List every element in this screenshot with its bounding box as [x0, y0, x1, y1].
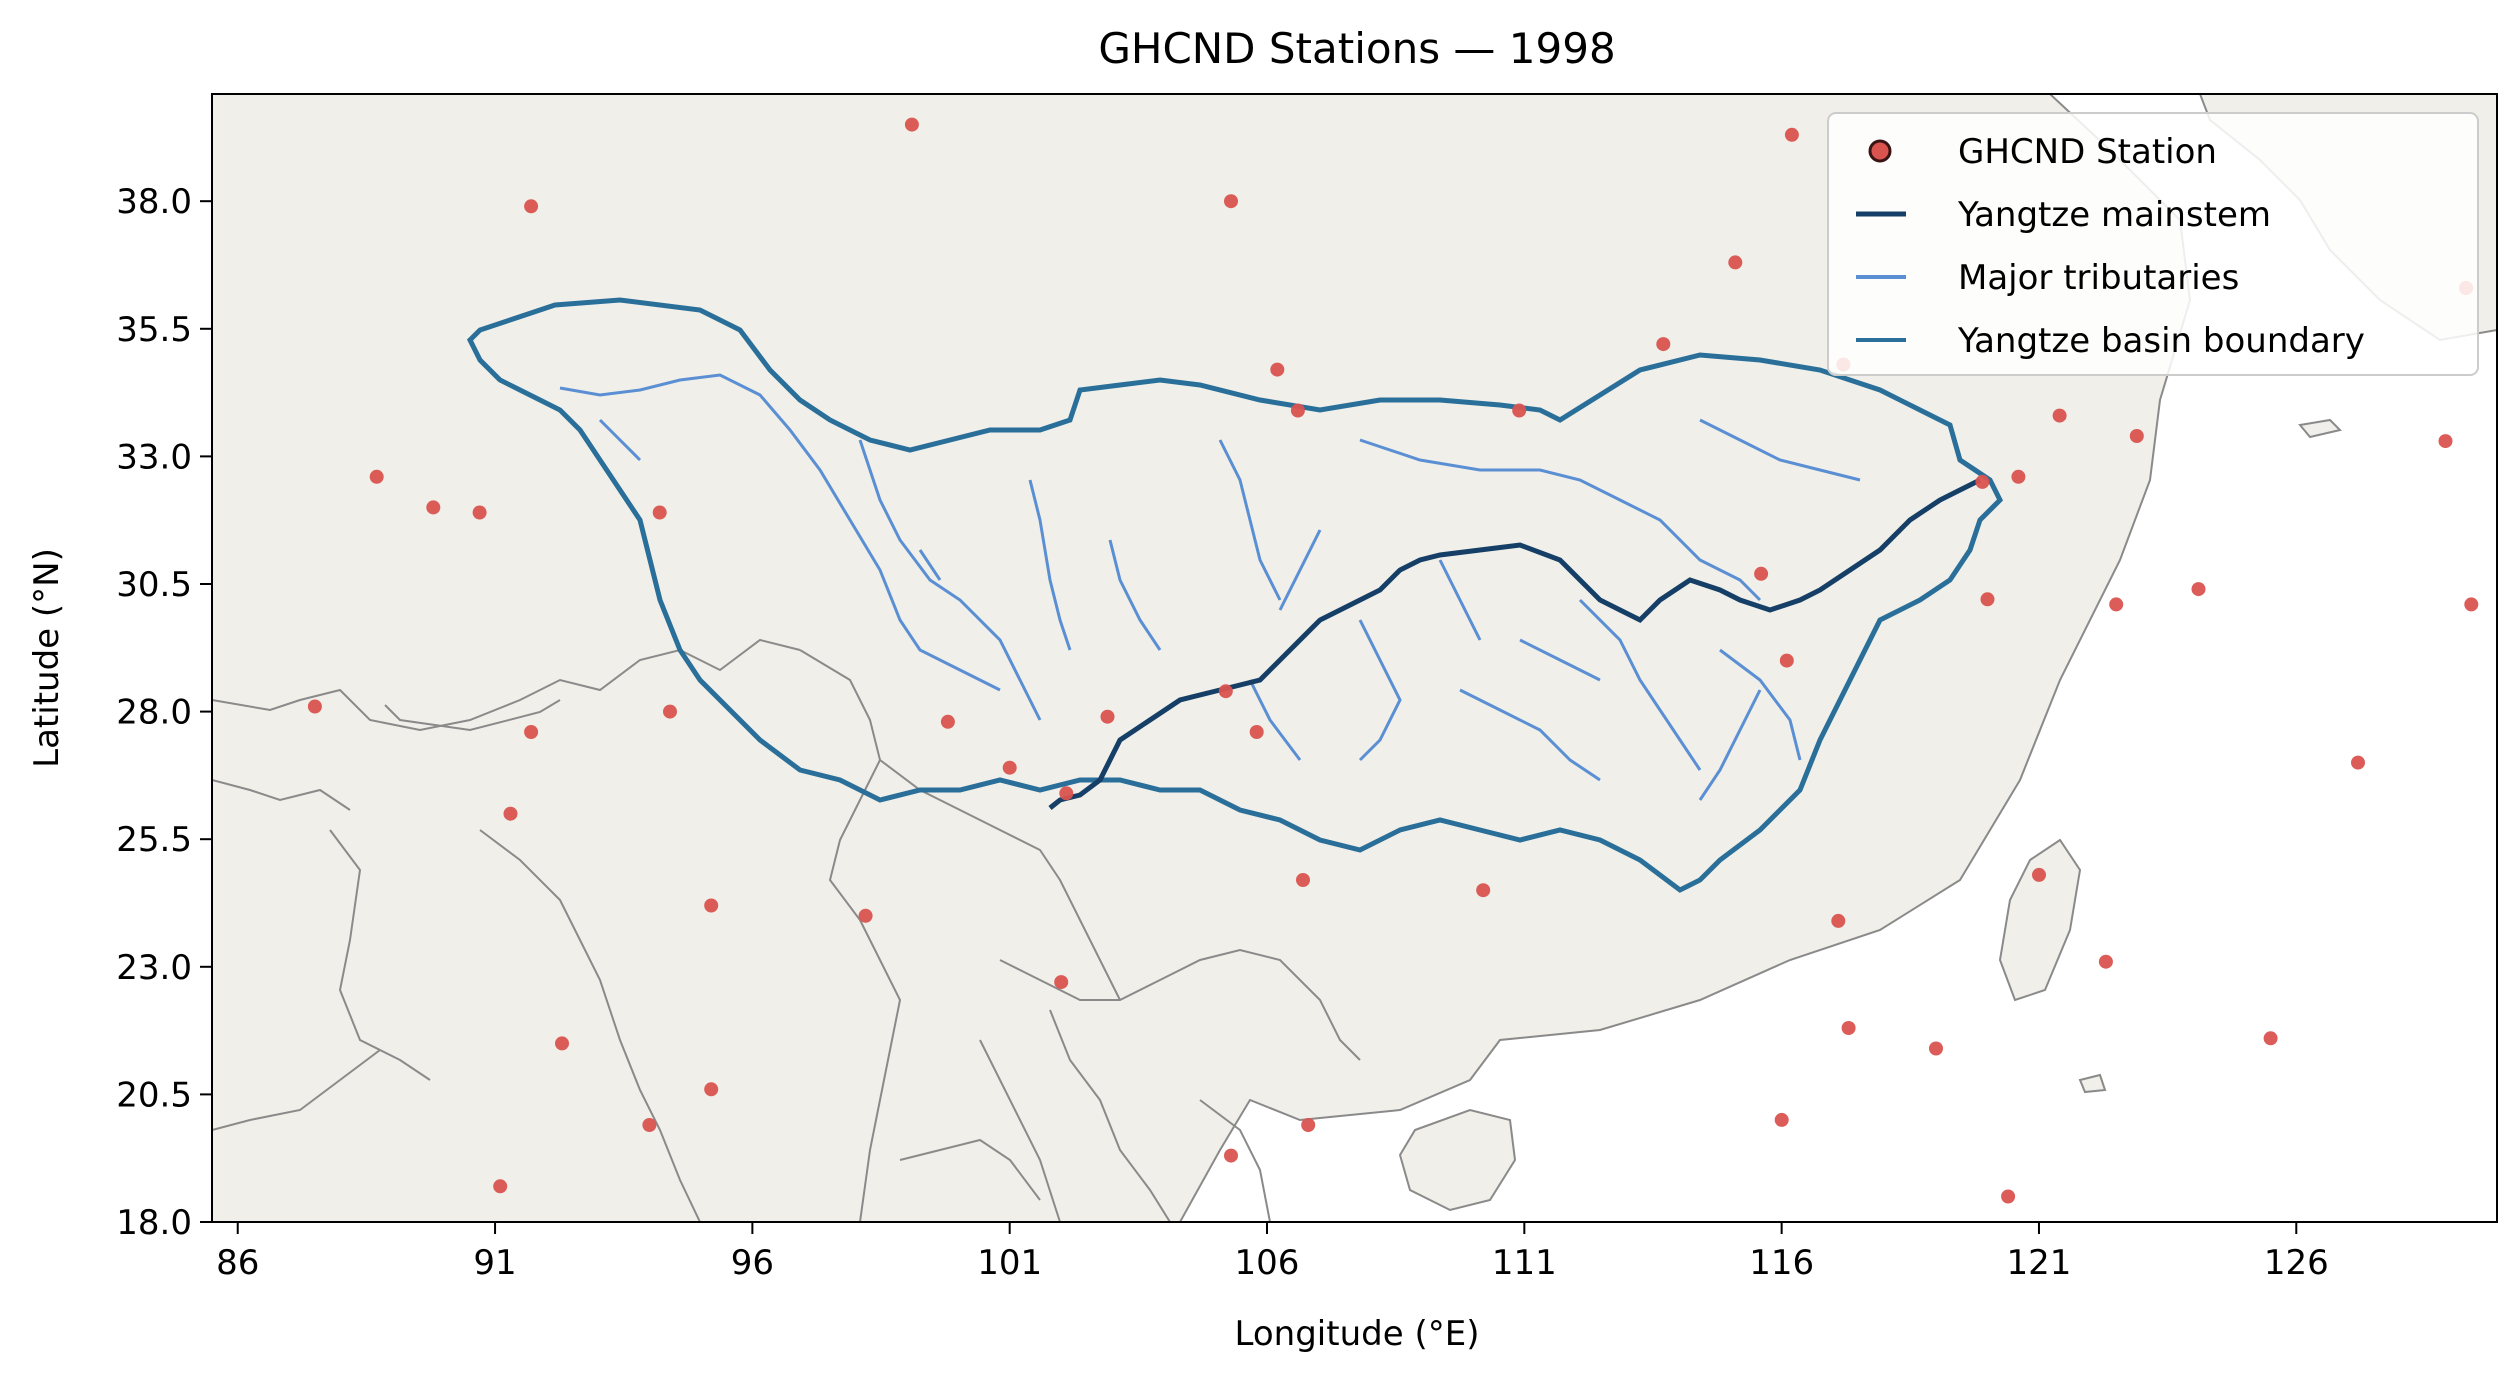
station-point	[555, 1036, 569, 1051]
station-point	[940, 714, 955, 729]
station-point	[1754, 566, 1769, 581]
station-point	[1224, 1148, 1238, 1163]
x-tick-label: 91	[473, 1243, 516, 1283]
y-tick-label: 18.0	[116, 1203, 192, 1243]
station-point	[1841, 1021, 1856, 1035]
station-point	[1512, 403, 1527, 418]
station-point	[2351, 755, 2365, 770]
island-small	[2078, 1073, 2107, 1094]
station-point	[1728, 255, 1743, 270]
station-point	[2052, 408, 2067, 423]
station-point	[704, 1082, 719, 1097]
station-point	[472, 505, 487, 520]
station-point	[2001, 1189, 2016, 1204]
station-point	[2109, 597, 2124, 612]
station-point	[1929, 1041, 1943, 1056]
station-point	[2464, 597, 2479, 612]
station-point	[1224, 194, 1238, 209]
station-point	[2438, 434, 2453, 449]
station-point	[369, 469, 384, 484]
y-tick-label: 30.5	[116, 565, 192, 605]
station-point	[704, 898, 719, 913]
station-point	[2011, 469, 2026, 484]
station-point	[1980, 592, 1995, 607]
y-tick-label: 38.0	[116, 182, 192, 222]
island-hainan	[1398, 1108, 1517, 1212]
y-tick-label: 35.5	[116, 310, 192, 350]
station-point	[1975, 474, 1990, 489]
station-point	[524, 725, 539, 739]
station-point	[1476, 883, 1491, 898]
station-point	[1656, 337, 1671, 352]
station-point	[1296, 873, 1310, 887]
station-point	[1249, 725, 1264, 739]
station-point	[1218, 684, 1233, 699]
station-point	[1100, 709, 1115, 724]
yangtze-mainstem	[1048, 477, 1982, 810]
x-axis-ticks: 86 91 96 101 106 111 116 121 126	[216, 1222, 2329, 1283]
legend-marker	[1868, 139, 1892, 163]
station-point	[2129, 429, 2144, 443]
y-tick-label: 23.0	[116, 948, 192, 988]
station-point	[1054, 975, 1069, 990]
y-axis-label: Latitude (°N)	[27, 548, 67, 768]
station-point	[1784, 127, 1799, 142]
station-point	[663, 704, 677, 719]
y-tick-label: 20.5	[116, 1075, 192, 1115]
station-point	[1831, 913, 1846, 928]
station-point	[1779, 653, 1794, 668]
x-axis-label: Longitude (°E)	[1235, 1314, 1480, 1354]
island-small	[2298, 418, 2342, 439]
station-point	[858, 908, 873, 923]
station-point	[426, 500, 441, 515]
station-point	[652, 505, 667, 520]
station-point	[2098, 954, 2113, 969]
station-point	[1774, 1112, 1789, 1127]
yangtze-basin-boundary	[466, 297, 2004, 893]
x-tick-label: 96	[731, 1243, 774, 1283]
legend-label: GHCND Station	[1958, 132, 2217, 172]
country-borders	[212, 638, 1361, 1222]
station-point	[1301, 1118, 1316, 1132]
station-point	[1002, 760, 1017, 775]
major-tributaries	[559, 373, 1861, 801]
station-point	[307, 699, 322, 714]
station-point	[503, 806, 518, 821]
x-tick-label: 116	[1749, 1243, 1814, 1283]
y-tick-label: 25.5	[116, 820, 192, 860]
station-point	[904, 117, 919, 132]
legend: GHCND Station Yangtze mainstem Major tribu…	[1827, 112, 2479, 376]
plot-frame	[211, 93, 2498, 1223]
y-tick-label: 28.0	[116, 693, 192, 733]
x-tick-label: 106	[1235, 1243, 1300, 1283]
legend-label: Yangtze mainstem	[1957, 195, 2271, 235]
legend-label: Yangtze basin boundary	[1957, 321, 2365, 361]
station-point	[1270, 362, 1285, 377]
x-tick-label: 111	[1492, 1243, 1557, 1283]
legend-box	[1827, 112, 2479, 376]
y-axis-ticks: 18.0 20.5 23.0 25.5 28.0 30.5 33.0 35.5 38.0	[116, 182, 212, 1243]
island-taiwan	[1998, 838, 2082, 1002]
station-point	[2263, 1031, 2278, 1046]
x-tick-label: 101	[977, 1243, 1042, 1283]
station-point	[493, 1179, 508, 1194]
y-tick-label: 33.0	[116, 437, 192, 477]
x-tick-label: 121	[2007, 1243, 2072, 1283]
chart-title: GHCND Stations — 1998	[1098, 24, 1615, 73]
station-point	[2032, 867, 2046, 882]
x-tick-label: 86	[216, 1243, 259, 1283]
station-markers	[307, 117, 2479, 1204]
station-point	[1290, 403, 1305, 418]
station-point	[2191, 582, 2206, 597]
station-point	[524, 199, 539, 214]
x-tick-label: 126	[2264, 1243, 2329, 1283]
legend-label: Major tributaries	[1958, 258, 2239, 298]
station-point	[642, 1118, 657, 1132]
station-point	[1059, 786, 1074, 801]
